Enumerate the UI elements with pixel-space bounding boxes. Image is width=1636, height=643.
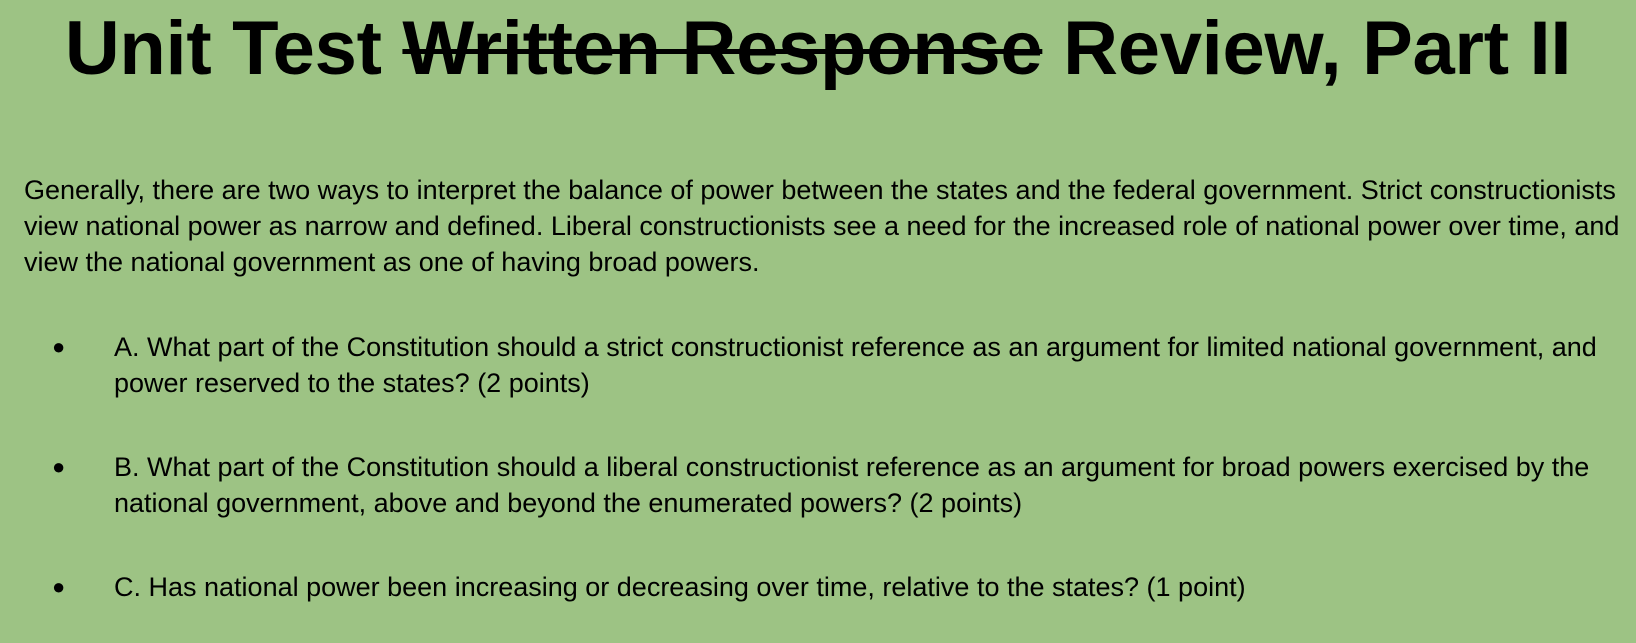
question-text-c: C. Has national power been increasing or… xyxy=(114,572,1246,602)
question-text-a: A. What part of the Constitution should … xyxy=(114,332,1597,398)
bullet-icon: ● xyxy=(52,574,66,599)
title-struck-text: Written Response xyxy=(402,6,1043,91)
slide-title: Unit Test Written Response Review, Part … xyxy=(0,4,1636,94)
bullet-icon: ● xyxy=(52,454,66,479)
title-text-end: Review, Part II xyxy=(1042,6,1572,91)
question-text-b: B. What part of the Constitution should … xyxy=(114,452,1590,518)
intro-paragraph: Generally, there are two ways to interpr… xyxy=(24,175,1620,277)
bullet-icon: ● xyxy=(52,334,66,359)
title-text-start: Unit Test xyxy=(64,6,403,91)
